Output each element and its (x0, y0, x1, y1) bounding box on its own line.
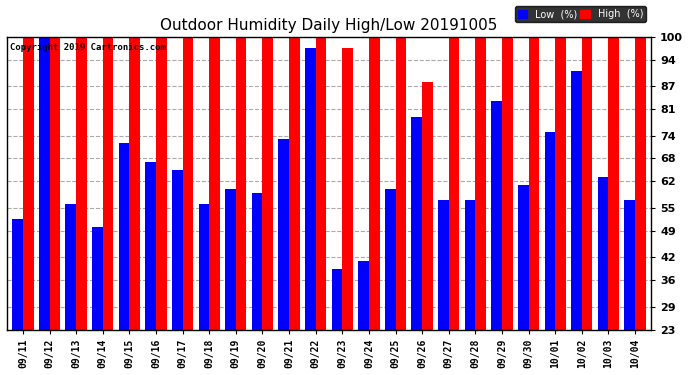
Bar (332, 269, 342, 330)
Bar (529, 37, 540, 330)
Bar (172, 170, 183, 330)
Title: Outdoor Humidity Daily High/Low 20191005: Outdoor Humidity Daily High/Low 20191005 (160, 18, 497, 33)
Bar (369, 37, 380, 330)
Bar (316, 37, 326, 330)
Bar (262, 37, 273, 330)
Bar (609, 37, 619, 330)
Bar (50, 37, 60, 330)
Bar (411, 117, 422, 330)
Bar (236, 37, 246, 330)
Bar (183, 37, 193, 330)
Bar (465, 200, 475, 330)
Bar (129, 37, 140, 330)
Legend: Low  (%), High  (%): Low (%), High (%) (515, 6, 646, 22)
Bar (422, 82, 433, 330)
Bar (156, 37, 166, 330)
Bar (475, 37, 486, 330)
Bar (92, 227, 103, 330)
Bar (279, 140, 289, 330)
Bar (582, 37, 593, 330)
Bar (518, 185, 529, 330)
Bar (395, 37, 406, 330)
Bar (385, 189, 395, 330)
Bar (491, 101, 502, 330)
Bar (342, 48, 353, 330)
Bar (635, 37, 646, 330)
Bar (624, 200, 635, 330)
Bar (502, 37, 513, 330)
Bar (199, 204, 209, 330)
Bar (225, 189, 236, 330)
Bar (119, 143, 129, 330)
Bar (23, 37, 34, 330)
Bar (146, 162, 156, 330)
Bar (438, 200, 449, 330)
Bar (544, 132, 555, 330)
Bar (448, 37, 460, 330)
Bar (571, 71, 582, 330)
Bar (39, 37, 50, 330)
Bar (12, 219, 23, 330)
Bar (358, 261, 369, 330)
Bar (289, 37, 299, 330)
Bar (252, 193, 262, 330)
Bar (103, 37, 113, 330)
Bar (305, 48, 316, 330)
Bar (598, 177, 609, 330)
Bar (66, 204, 76, 330)
Text: Copyright 2019 Cartronics.com: Copyright 2019 Cartronics.com (10, 43, 166, 52)
Bar (209, 37, 220, 330)
Bar (555, 37, 566, 330)
Bar (76, 37, 87, 330)
